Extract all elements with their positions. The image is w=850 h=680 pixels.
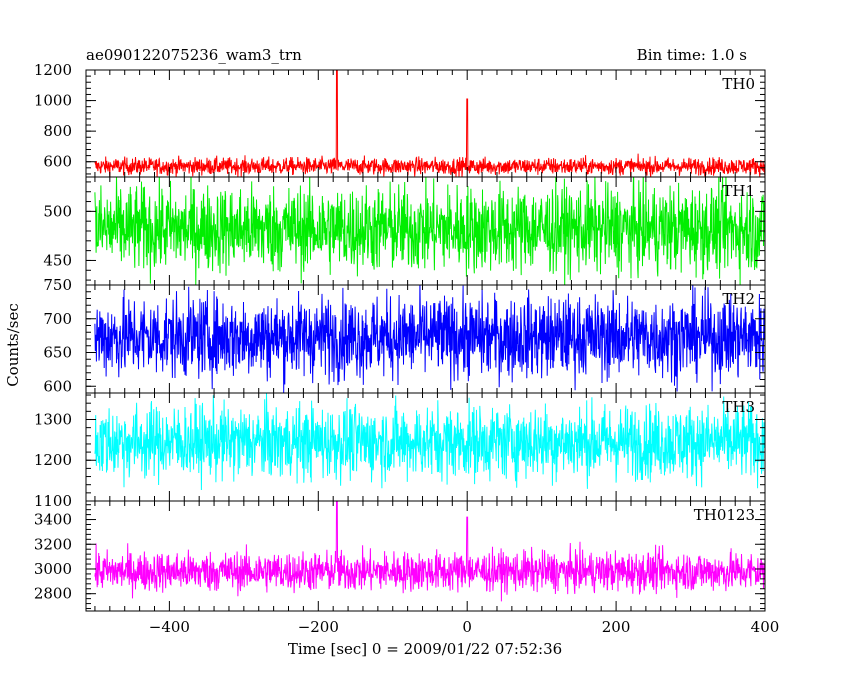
panel-label: TH1: [722, 182, 755, 200]
panel-th0: 600 800 1000 1200 TH0: [34, 61, 766, 178]
series-line-th2: [94, 285, 765, 393]
y-tick-label: 1200: [34, 61, 72, 79]
panel-th1: 450 500 TH1: [43, 176, 766, 286]
x-tick-label: −400: [149, 618, 190, 636]
panel-frame: [85, 69, 766, 178]
y-tick-label: 450: [43, 251, 72, 269]
y-tick-label: 3200: [34, 535, 72, 553]
panel-th2: 600 650 700 750 TH2: [43, 276, 766, 395]
y-tick-label: 3400: [34, 511, 72, 529]
series-line-th3: [94, 393, 765, 491]
panels-group: 600 800 1000 1200 TH0 450 500 TH1 600 650 700 750 TH…: [34, 61, 780, 636]
x-tick-label: 400: [751, 618, 780, 636]
series-line-th0: [94, 70, 765, 177]
chart-title: ae090122075236_wam3_trn: [86, 46, 302, 64]
panel-th3: 1100 1200 1300 TH3: [34, 392, 766, 510]
x-axis-label: Time [sec] 0 = 2009/01/22 07:52:36: [288, 640, 562, 658]
y-tick-label: 750: [43, 276, 72, 294]
y-tick-label: 800: [43, 122, 72, 140]
y-tick-label: 1100: [34, 492, 72, 510]
panel-label: TH0: [722, 75, 755, 93]
x-tick-label: −200: [298, 618, 339, 636]
y-tick-label: 1000: [34, 92, 72, 110]
y-tick-label: 650: [43, 344, 72, 362]
y-tick-label: 1200: [34, 451, 72, 469]
panel-th0123: 2800 3000 3200 3400 TH0123: [34, 500, 766, 612]
bin-time-label: Bin time: 1.0 s: [637, 46, 747, 64]
x-tick-label: 200: [602, 618, 631, 636]
x-tick-label: 0: [462, 618, 472, 636]
y-tick-label: 1300: [34, 410, 72, 428]
panel-label: TH2: [722, 290, 755, 308]
y-tick-label: 600: [43, 153, 72, 171]
panel-frame: [85, 500, 766, 612]
y-tick-label: 3000: [34, 560, 72, 578]
y-tick-label: 700: [43, 310, 72, 328]
panel-label: TH3: [722, 398, 755, 416]
series-line-th1: [94, 177, 765, 285]
y-tick-label: 500: [43, 202, 72, 220]
y-tick-label: 600: [43, 377, 72, 395]
y-axis-label: Counts/sec: [4, 303, 22, 387]
y-tick-label: 2800: [34, 585, 72, 603]
panel-label: TH0123: [694, 506, 755, 524]
series-line-th0123: [94, 501, 765, 602]
